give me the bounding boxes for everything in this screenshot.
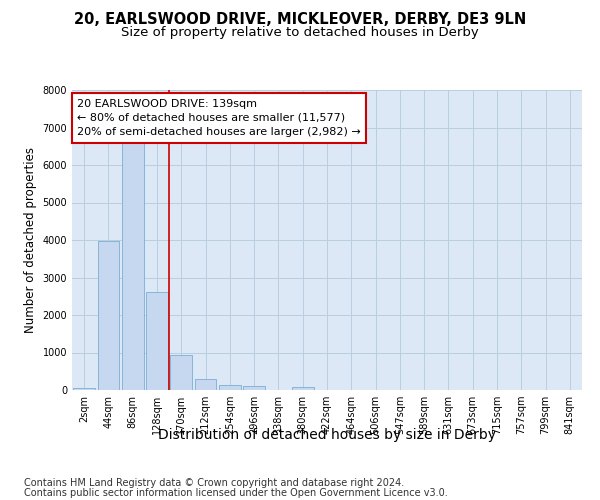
Text: Contains public sector information licensed under the Open Government Licence v3: Contains public sector information licen… <box>24 488 448 498</box>
Y-axis label: Number of detached properties: Number of detached properties <box>24 147 37 333</box>
Bar <box>170 355 192 390</box>
Bar <box>243 386 265 390</box>
Text: 20, EARLSWOOD DRIVE, MICKLEOVER, DERBY, DE3 9LN: 20, EARLSWOOD DRIVE, MICKLEOVER, DERBY, … <box>74 12 526 28</box>
Bar <box>194 379 217 390</box>
Bar <box>97 241 119 390</box>
Text: Contains HM Land Registry data © Crown copyright and database right 2024.: Contains HM Land Registry data © Crown c… <box>24 478 404 488</box>
Text: 20 EARLSWOOD DRIVE: 139sqm
← 80% of detached houses are smaller (11,577)
20% of : 20 EARLSWOOD DRIVE: 139sqm ← 80% of deta… <box>77 99 361 137</box>
Bar <box>146 292 168 390</box>
Bar <box>292 386 314 390</box>
Bar <box>122 142 143 390</box>
Bar <box>219 385 241 390</box>
Text: Size of property relative to detached houses in Derby: Size of property relative to detached ho… <box>121 26 479 39</box>
Text: Distribution of detached houses by size in Derby: Distribution of detached houses by size … <box>158 428 496 442</box>
Bar <box>73 388 95 390</box>
